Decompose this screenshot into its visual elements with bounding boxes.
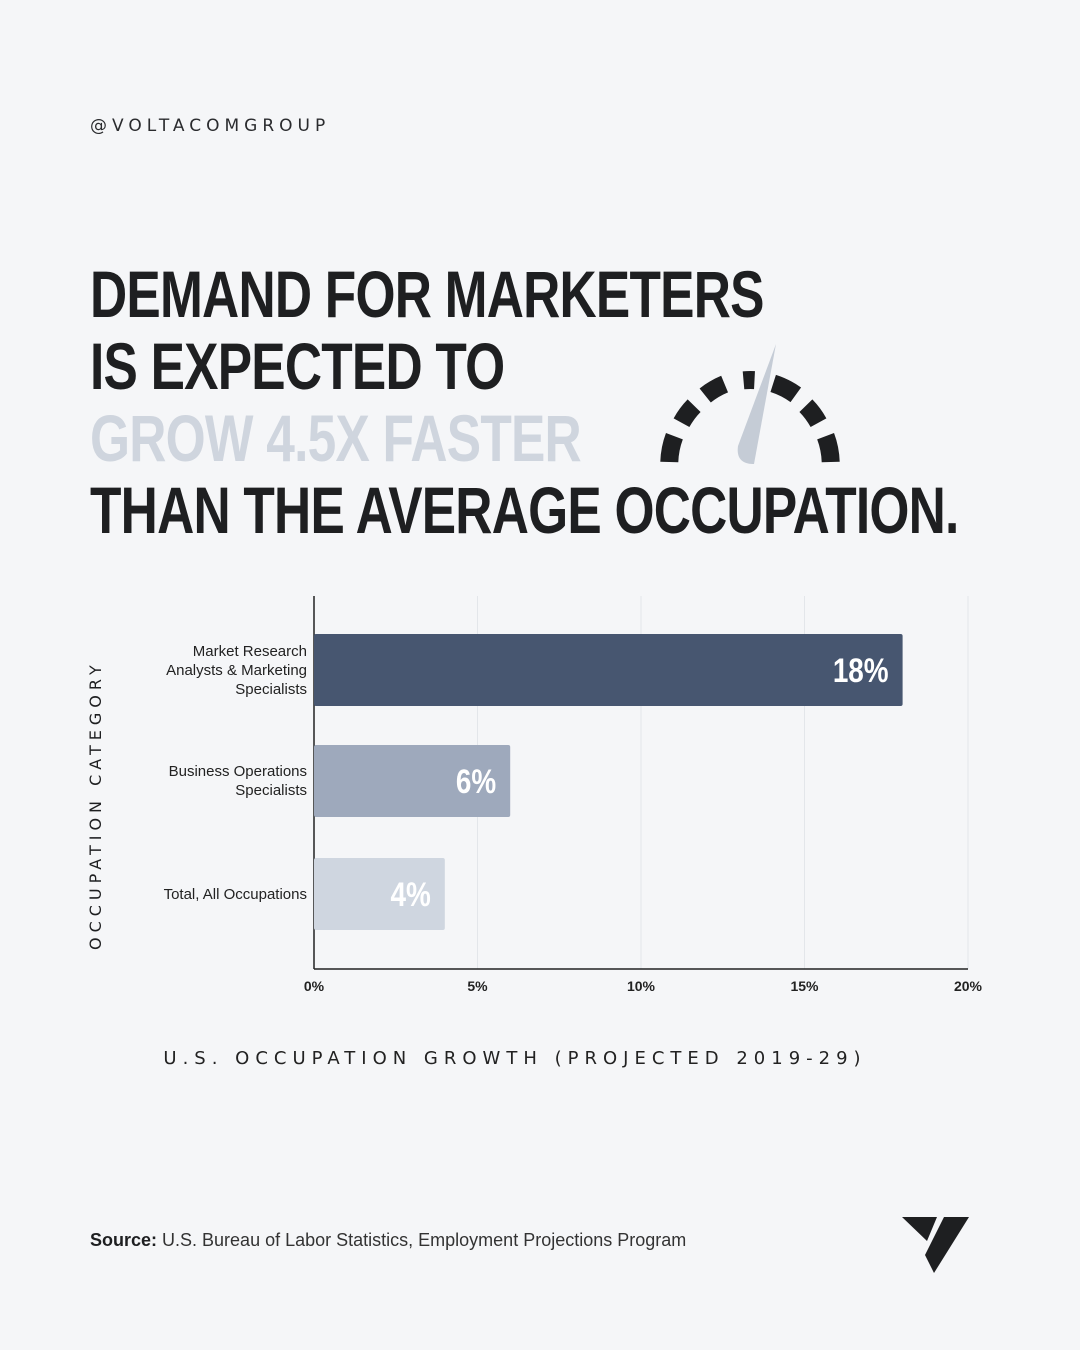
- category-label-line: Business Operations: [168, 763, 307, 780]
- social-handle: @VOLTACOMGROUP: [90, 116, 331, 136]
- voltacom-logo: [902, 1217, 969, 1273]
- speedometer-icon: [660, 344, 840, 464]
- x-axis-label: U.S. OCCUPATION GROWTH (PROJECTED 2019-2…: [163, 1048, 867, 1069]
- category-label-line: Market Research: [192, 642, 307, 660]
- source-label: Source:: [90, 1230, 158, 1250]
- bar-data-label: 4%: [391, 875, 431, 913]
- category-label: Market Research Analysts & Marketing Speci…: [107, 642, 307, 699]
- source-note: Source: U.S. Bureau of Labor Statistics,…: [90, 1230, 686, 1251]
- x-tick-label: 5%: [467, 978, 488, 994]
- bar: [314, 858, 445, 930]
- category-label-line: Specialists: [235, 782, 307, 799]
- x-tick-label: 0%: [304, 978, 325, 994]
- headline-highlight: GROW 4.5X FASTER: [90, 401, 582, 475]
- x-tick-label: 15%: [790, 978, 819, 994]
- category-label: Business Operations Specialists: [107, 762, 307, 800]
- headline-line-1: DEMAND FOR MARKETERS: [90, 257, 764, 331]
- bar-data-label: 18%: [833, 651, 889, 689]
- bar: [314, 634, 903, 706]
- source-text: U.S. Bureau of Labor Statistics, Employm…: [157, 1230, 687, 1250]
- headline-line-4: THAN THE AVERAGE OCCUPATION.: [90, 473, 959, 547]
- x-tick-label: 10%: [627, 978, 656, 994]
- category-label: Total, All Occupations: [107, 885, 307, 904]
- bar: [314, 745, 511, 817]
- headline-line-2: IS EXPECTED TO: [90, 329, 505, 403]
- headline: DEMAND FOR MARKETERS IS EXPECTED TO GROW…: [90, 258, 1080, 546]
- category-label-line: Analysts & Marketing: [166, 661, 307, 679]
- category-label-line: Total, All Occupations: [163, 885, 307, 903]
- bar-data-label: 6%: [456, 762, 496, 800]
- category-label-line: Specialists: [235, 680, 307, 698]
- x-tick-label: 20%: [954, 978, 983, 994]
